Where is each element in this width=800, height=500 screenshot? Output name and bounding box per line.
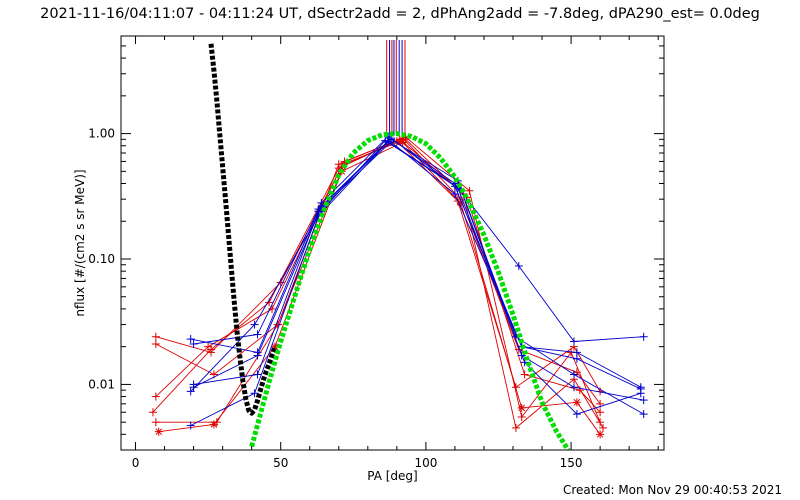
series-line-11 bbox=[193, 141, 641, 390]
data-point-5-2 bbox=[273, 320, 282, 329]
data-point-9-7 bbox=[639, 396, 648, 405]
data-point-3-1 bbox=[207, 345, 216, 354]
green-fit-curve bbox=[249, 131, 571, 450]
x-tick-label: 150 bbox=[560, 456, 583, 470]
data-point-5-7 bbox=[575, 386, 584, 395]
data-point-8-1 bbox=[250, 320, 259, 329]
data-point-2-2 bbox=[267, 304, 276, 313]
data-point-6-7 bbox=[639, 332, 648, 341]
data-point-4-7 bbox=[572, 398, 581, 407]
data-point-10-2 bbox=[317, 202, 326, 211]
data-point-4-6 bbox=[517, 403, 526, 412]
data-point-8-6 bbox=[572, 410, 581, 419]
data-point-0-6 bbox=[517, 412, 526, 421]
data-point-11-3 bbox=[387, 137, 396, 146]
fit-curves bbox=[208, 43, 571, 450]
series-line-3 bbox=[152, 140, 601, 413]
data-point-10-7 bbox=[639, 410, 648, 419]
data-point-11-6 bbox=[572, 354, 581, 363]
x-tick-label: 0 bbox=[132, 456, 140, 470]
data-point-4-0 bbox=[154, 427, 163, 436]
data-point-6-5 bbox=[514, 261, 523, 270]
x-tick-label: 50 bbox=[273, 456, 288, 470]
data-point-0-8 bbox=[596, 418, 605, 427]
data-point-8-0 bbox=[186, 387, 195, 396]
data-point-0-5 bbox=[465, 186, 474, 195]
series-line-10 bbox=[193, 138, 644, 415]
data-point-5-8 bbox=[596, 408, 605, 417]
x-axis-label: PA [deg] bbox=[367, 469, 417, 483]
data-point-4-8 bbox=[596, 430, 605, 439]
axes: 0 50 100 150 0.01 0.10 1.00 bbox=[88, 35, 664, 470]
data-point-11-7 bbox=[636, 384, 645, 393]
series-line-4 bbox=[158, 141, 601, 435]
data-point-1-0 bbox=[151, 340, 160, 349]
x-tick-label: 100 bbox=[414, 456, 437, 470]
point-mark-d2 bbox=[596, 430, 604, 438]
data-point-1-6 bbox=[511, 423, 520, 432]
data-point-9-5 bbox=[517, 351, 526, 360]
y-tick-label: 0.01 bbox=[88, 377, 115, 391]
data-point-7-0 bbox=[189, 340, 198, 349]
data-point-11-0 bbox=[189, 380, 198, 389]
data-point-2-0 bbox=[151, 392, 160, 401]
data-point-1-8 bbox=[599, 423, 608, 432]
series-line-9 bbox=[190, 141, 644, 426]
data-series bbox=[148, 132, 648, 439]
data-point-6-0 bbox=[186, 335, 195, 344]
data-point-10-6 bbox=[569, 370, 578, 379]
series-line-6 bbox=[190, 135, 644, 353]
point-mark-d2 bbox=[518, 404, 526, 412]
data-point-7-1 bbox=[253, 330, 262, 339]
data-point-0-0 bbox=[151, 332, 160, 341]
data-point-11-4 bbox=[450, 189, 459, 198]
created-timestamp: Created: Mon Nov 29 00:40:53 2021 bbox=[562, 483, 782, 497]
series-line-7 bbox=[193, 137, 642, 388]
data-point-5-0 bbox=[151, 418, 160, 427]
data-point-11-1 bbox=[253, 370, 262, 379]
point-mark-d2 bbox=[573, 398, 581, 406]
point-mark-d2 bbox=[155, 428, 163, 436]
vertical-markers bbox=[386, 40, 406, 136]
point-mark-d2 bbox=[399, 139, 407, 146]
data-point-11-2 bbox=[314, 207, 323, 216]
black-fit-curve bbox=[208, 43, 278, 416]
data-point-3-0 bbox=[148, 408, 157, 417]
data-point-10-1 bbox=[253, 351, 262, 360]
y-axis-label: nflux [#/(cm2 s sr MeV)] bbox=[73, 169, 87, 316]
data-point-9-6 bbox=[569, 383, 578, 392]
chart-title: 2021-11-16/04:11:07 - 04:11:24 UT, dSect… bbox=[40, 6, 760, 22]
data-point-5-6 bbox=[520, 370, 529, 379]
y-tick-label: 0.10 bbox=[88, 252, 115, 266]
y-tick-label: 1.00 bbox=[88, 127, 115, 141]
series-line-8 bbox=[190, 140, 641, 415]
data-point-9-0 bbox=[186, 421, 195, 430]
data-point-6-6 bbox=[569, 337, 578, 346]
plot-frame bbox=[120, 35, 665, 451]
data-point-5-4 bbox=[401, 135, 410, 144]
data-point-5-1 bbox=[212, 418, 221, 427]
